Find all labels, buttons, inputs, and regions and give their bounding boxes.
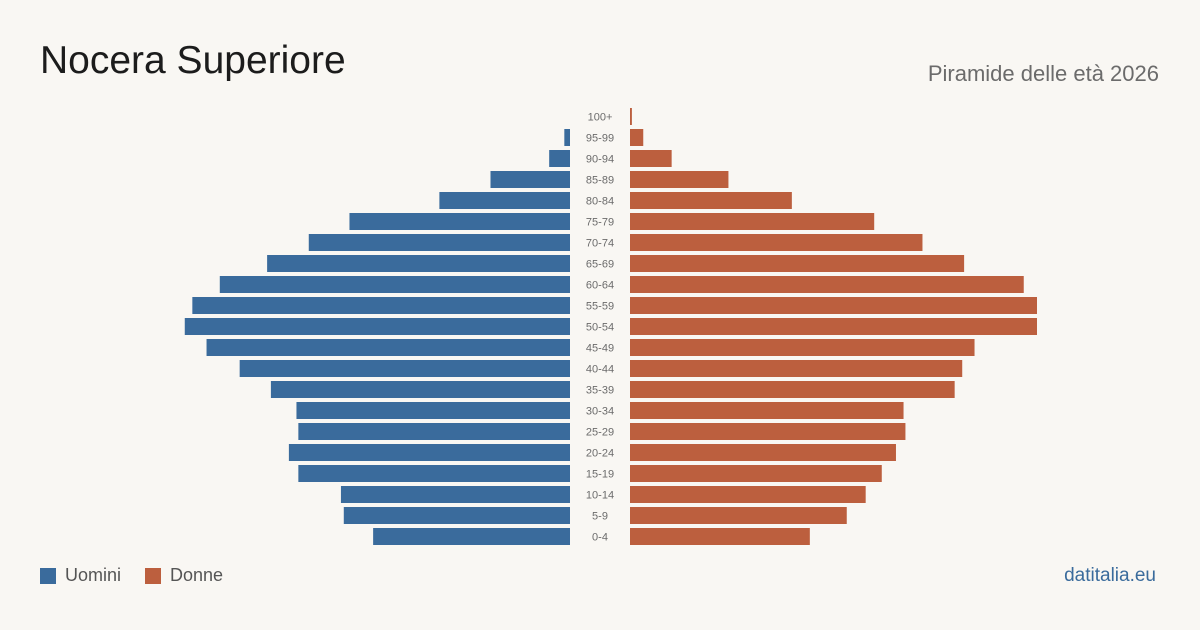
bar-women-100plus [630,108,632,125]
bar-women-45-49 [630,339,975,356]
bar-women-30-34 [630,402,904,419]
legend-swatch-women [145,567,162,584]
bar-men-80-84 [439,192,570,209]
bar-women-65-69 [630,255,965,272]
age-label-90-94: 90-94 [586,154,614,166]
legend: Uomini Donne [40,565,223,586]
bar-men-65-69 [267,255,570,272]
bar-women-5-9 [630,507,847,524]
bar-women-40-44 [630,360,963,377]
bar-women-60-64 [630,276,1024,293]
bar-men-35-39 [270,381,570,398]
bar-men-30-34 [296,402,570,419]
age-label-55-59: 55-59 [586,301,614,313]
page-title: Nocera Superiore [40,39,346,82]
bar-men-45-49 [206,339,570,356]
age-label-10-14: 10-14 [586,490,614,502]
age-label-75-79: 75-79 [586,217,614,229]
bar-men-60-64 [219,276,570,293]
bar-men-20-24 [288,444,570,461]
bar-women-35-39 [630,381,955,398]
bar-women-15-19 [630,465,882,482]
age-label-45-49: 45-49 [586,343,614,355]
age-label-70-74: 70-74 [586,238,614,250]
bar-women-25-29 [630,423,906,440]
bar-women-90-94 [630,150,672,167]
age-label-5-9: 5-9 [592,511,608,523]
bar-men-75-79 [349,213,570,230]
bar-men-10-14 [340,486,570,503]
chart-subtitle: Piramide delle età 2026 [927,61,1159,86]
age-label-15-19: 15-19 [586,469,614,481]
bar-women-75-79 [630,213,875,230]
age-label-35-39: 35-39 [586,385,614,397]
bar-men-50-54 [184,318,570,335]
age-label-30-34: 30-34 [586,406,614,418]
age-label-100plus: 100+ [588,112,613,124]
age-label-20-24: 20-24 [586,448,614,460]
bar-women-55-59 [630,297,1037,314]
bar-men-0-4 [373,528,570,545]
bar-men-15-19 [298,465,570,482]
bar-women-70-74 [630,234,923,251]
bar-men-90-94 [549,150,570,167]
age-label-25-29: 25-29 [586,427,614,439]
bar-women-50-54 [630,318,1037,335]
age-label-60-64: 60-64 [586,280,614,292]
bar-women-95-99 [630,129,644,146]
bar-men-55-59 [192,297,570,314]
legend-item-women: Donne [145,565,223,586]
bar-men-40-44 [239,360,571,377]
age-label-85-89: 85-89 [586,175,614,187]
bar-women-85-89 [630,171,729,188]
bar-women-10-14 [630,486,866,503]
age-label-65-69: 65-69 [586,259,614,271]
brand-link[interactable]: datitalia.eu [1064,565,1156,586]
bar-men-5-9 [343,507,570,524]
legend-label-women: Donne [170,565,224,585]
age-label-40-44: 40-44 [586,364,614,376]
legend-swatch-men [40,567,56,584]
bar-women-0-4 [630,528,810,545]
legend-item-men: Uomini [40,565,121,586]
bar-women-80-84 [630,192,792,209]
bar-men-25-29 [298,423,570,440]
bar-men-70-74 [308,234,570,251]
age-label-50-54: 50-54 [586,322,614,334]
age-label-95-99: 95-99 [586,133,614,145]
age-label-80-84: 80-84 [586,196,614,208]
bar-men-95-99 [564,129,570,146]
legend-label-men: Uomini [65,565,122,585]
bar-men-85-89 [490,171,570,188]
age-label-0-4: 0-4 [592,532,608,544]
bar-women-20-24 [630,444,896,461]
